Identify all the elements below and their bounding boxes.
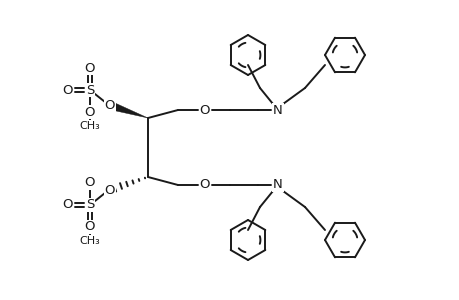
Text: S: S	[86, 83, 94, 97]
Text: CH₃: CH₃	[79, 121, 100, 131]
Text: O: O	[62, 199, 73, 212]
Text: O: O	[84, 176, 95, 190]
Text: O: O	[84, 106, 95, 118]
Text: O: O	[105, 98, 115, 112]
Text: O: O	[199, 178, 210, 191]
Text: O: O	[105, 184, 115, 196]
Text: N: N	[273, 103, 282, 116]
Text: N: N	[273, 178, 282, 191]
Text: S: S	[86, 199, 94, 212]
Text: O: O	[84, 61, 95, 74]
Text: O: O	[62, 83, 73, 97]
Text: O: O	[199, 103, 210, 116]
Text: O: O	[84, 220, 95, 233]
Polygon shape	[111, 102, 148, 118]
Text: CH₃: CH₃	[79, 236, 100, 246]
